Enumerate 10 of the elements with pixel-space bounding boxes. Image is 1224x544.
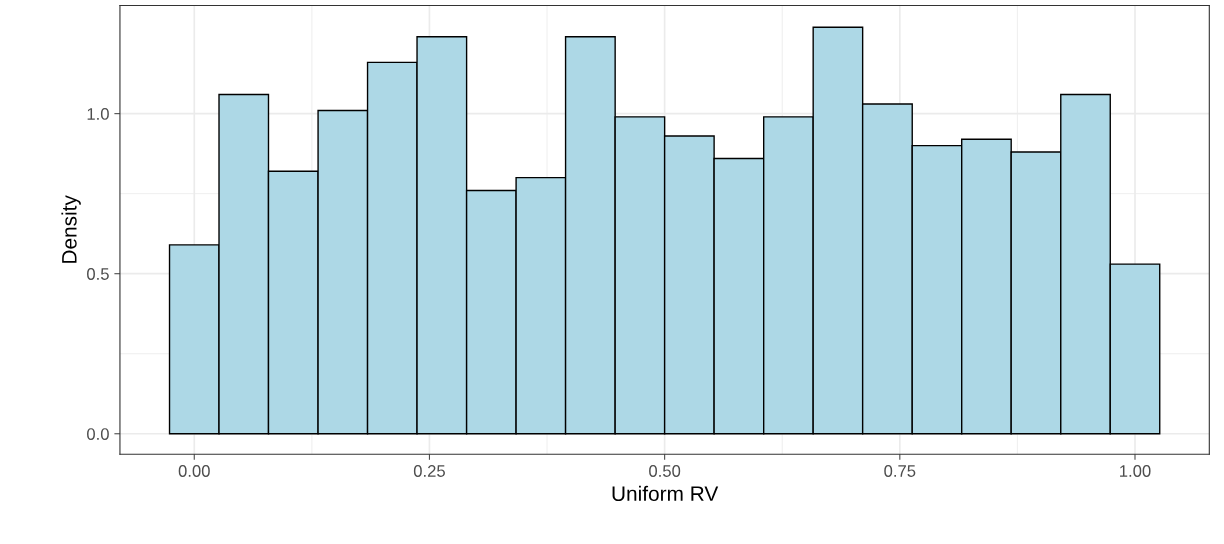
x-tick-label: 0.00 <box>178 465 210 477</box>
x-axis-title: Uniform RV <box>612 485 719 502</box>
x-tick-label: 0.50 <box>649 465 681 477</box>
y-tick-label: 0.5 <box>87 268 109 280</box>
y-tick-label: 1.0 <box>87 108 109 120</box>
x-tick-label: 0.25 <box>413 465 445 477</box>
x-tick-label: 0.75 <box>884 465 916 477</box>
x-tick-label: 1.00 <box>1120 465 1151 477</box>
y-tick-label: 0.0 <box>87 428 109 440</box>
y-axis-title: Density <box>61 195 81 263</box>
